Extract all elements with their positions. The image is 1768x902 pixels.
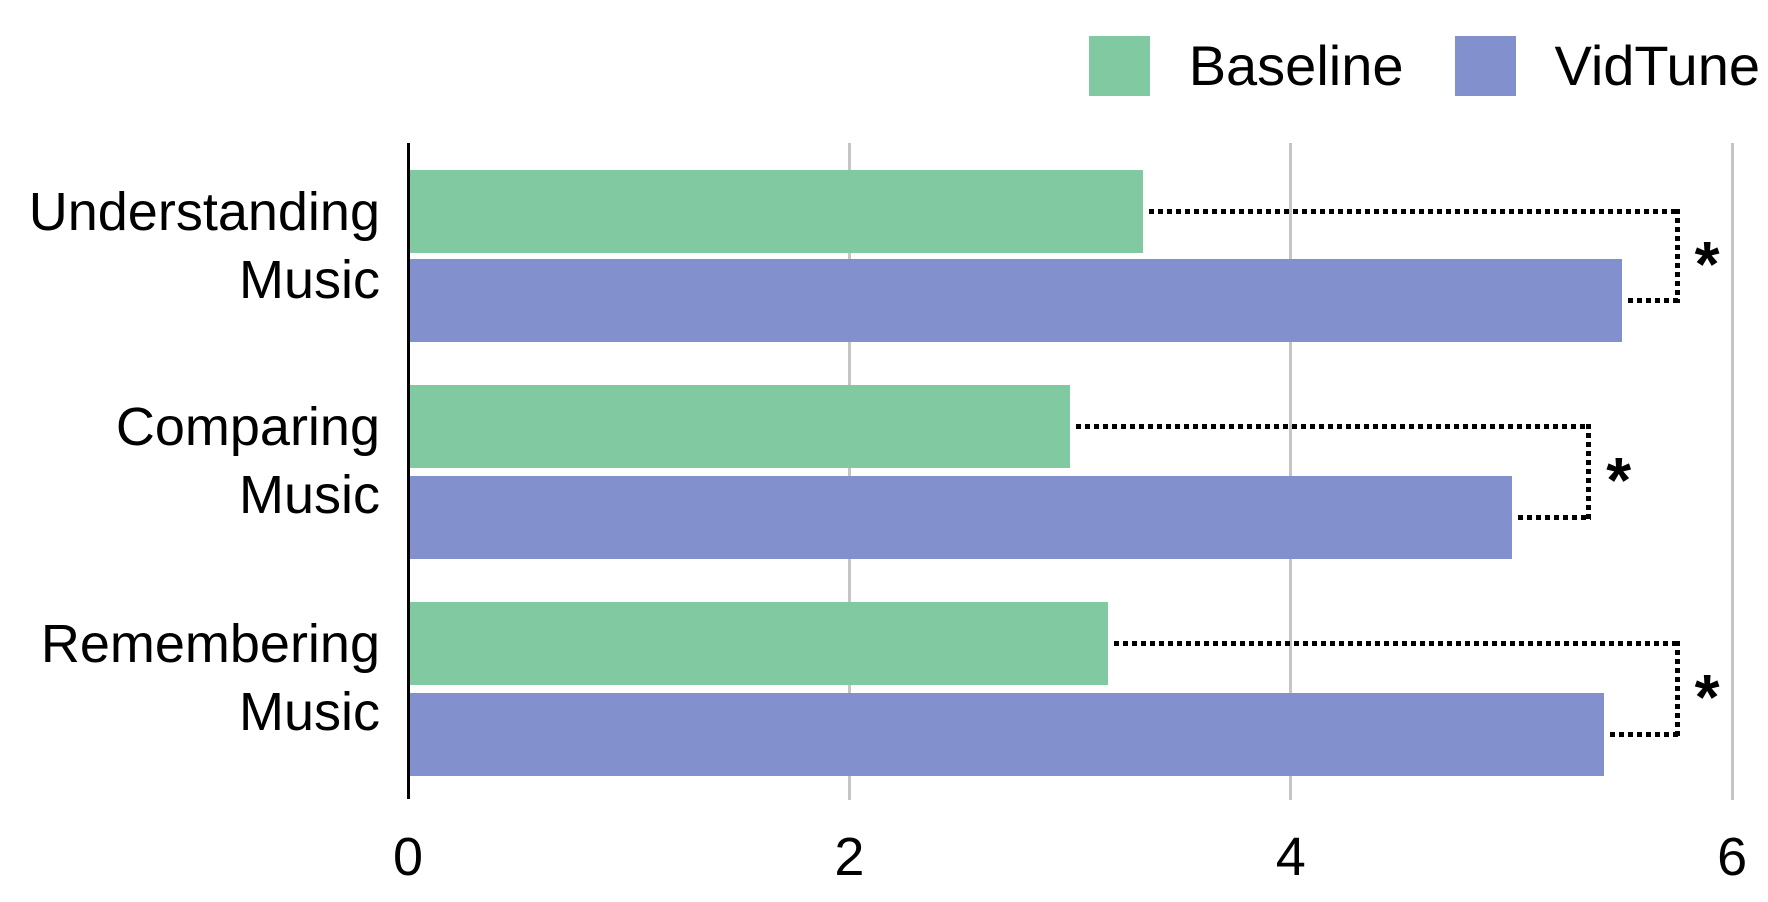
significance-bracket-vertical: [1674, 641, 1680, 737]
significance-bracket-top: [1113, 641, 1680, 646]
legend: Baseline VidTune: [1088, 34, 1761, 97]
legend-label-baseline: Baseline: [1188, 34, 1404, 97]
x-tick-label-6: 6: [1717, 827, 1748, 887]
category-label-line: Music: [238, 681, 380, 742]
bar-baseline-group2: [410, 385, 1071, 468]
bar-vidtune-group1: [410, 259, 1622, 342]
category-label-1: Understanding Music: [29, 178, 380, 314]
significance-bracket-bottom: [1610, 732, 1680, 737]
bar-baseline-group1: [410, 170, 1143, 253]
legend-item-baseline: Baseline: [1088, 34, 1404, 97]
x-tick-label-0: 0: [392, 827, 424, 887]
category-label-line: Comparing: [115, 396, 380, 457]
gridline-x-6: [1730, 143, 1734, 800]
gridline-x-2: [847, 143, 851, 800]
significance-bracket-vertical: [1674, 209, 1680, 303]
gridline-x-4: [1289, 143, 1293, 800]
significance-bracket-vertical: [1586, 424, 1592, 520]
bar-vidtune-group3: [410, 693, 1605, 776]
category-label-line: Music: [238, 249, 380, 310]
legend-item-vidtune: VidTune: [1454, 34, 1761, 97]
significance-bracket-top: [1148, 209, 1680, 214]
legend-swatch-baseline: [1088, 36, 1150, 96]
bar-vidtune-group2: [410, 476, 1512, 559]
significance-asterisk: *: [1694, 228, 1720, 300]
category-label-2: Comparing Music: [116, 393, 380, 529]
significance-bracket-bottom: [1517, 515, 1592, 520]
category-label-line: Understanding: [28, 181, 380, 242]
y-axis-line: [406, 143, 410, 799]
significance-asterisk: *: [1694, 661, 1720, 733]
category-label-line: Music: [238, 464, 380, 525]
significance-asterisk: *: [1606, 444, 1632, 516]
bar-baseline-group3: [410, 602, 1108, 685]
significance-bracket-bottom: [1627, 298, 1680, 303]
legend-swatch-vidtune: [1454, 36, 1516, 96]
category-label-3: Remembering Music: [41, 610, 380, 746]
x-tick-label-4: 4: [1275, 827, 1306, 887]
x-tick-label-2: 2: [834, 827, 865, 887]
significance-bracket-top: [1076, 424, 1592, 429]
category-label-line: Remembering: [40, 613, 380, 674]
legend-label-vidtune: VidTune: [1554, 34, 1761, 97]
